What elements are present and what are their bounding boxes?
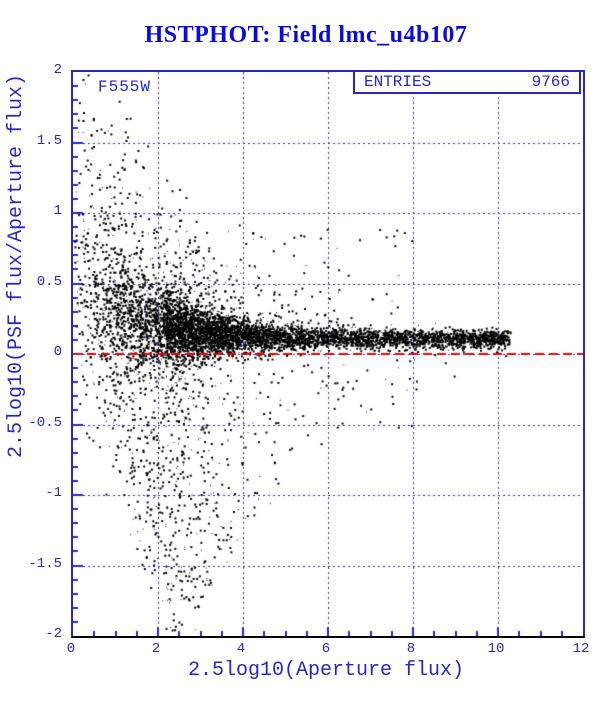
x-tick-label: 6 <box>321 641 331 657</box>
page-title: HSTPHOT: Field lmc_u4b107 <box>144 22 468 48</box>
y-tick-label: 1 <box>53 203 62 219</box>
y-tick-label: 2 <box>53 62 62 78</box>
y-tick-label: -2 <box>45 626 62 642</box>
y-tick-label: -1.5 <box>28 555 62 572</box>
x-tick-label: 2 <box>151 641 161 657</box>
x-tick-label: 8 <box>406 641 416 657</box>
entries-stats-box: ENTRIES 9766 <box>353 70 581 94</box>
plot-frame <box>71 70 585 638</box>
x-tick-label: 10 <box>487 641 505 657</box>
y-tick-label: 0 <box>53 344 62 360</box>
x-tick-label: 12 <box>572 641 590 657</box>
y-tick-label: -0.5 <box>28 414 62 431</box>
x-tick-label: 0 <box>66 641 76 657</box>
x-tick-label: 4 <box>236 641 246 657</box>
y-tick-label: -1 <box>45 485 62 501</box>
y-tick-label: 0.5 <box>36 273 62 290</box>
scatter-plot-canvas <box>73 72 583 636</box>
x-axis-title: 2.5log10(Aperture flux) <box>187 659 465 682</box>
filter-label: F555W <box>98 78 152 96</box>
entries-value: 9766 <box>531 73 570 91</box>
y-tick-label: 1.5 <box>36 132 62 149</box>
entries-label: ENTRIES <box>364 73 432 91</box>
